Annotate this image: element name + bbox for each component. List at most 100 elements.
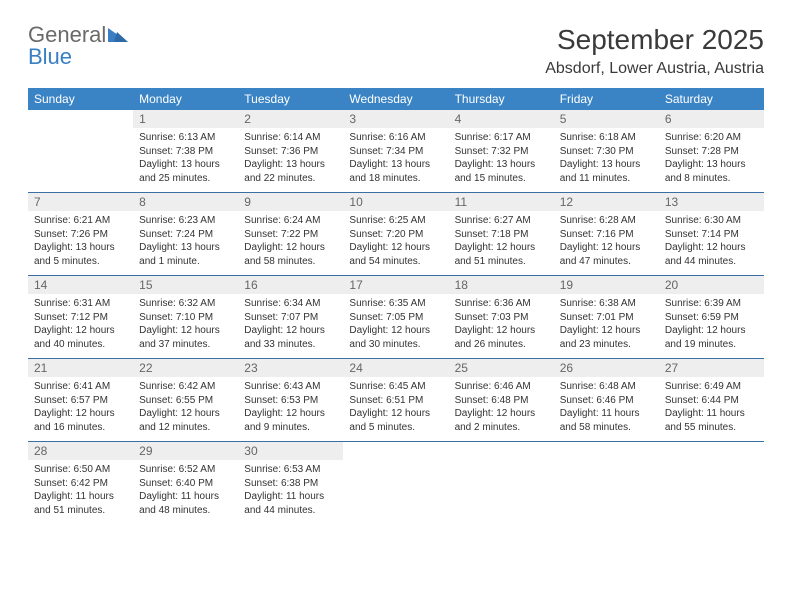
calendar-cell: .. <box>554 442 659 525</box>
day-number: 14 <box>28 276 133 294</box>
calendar-cell: 7Sunrise: 6:21 AMSunset: 7:26 PMDaylight… <box>28 193 133 276</box>
day-number: 12 <box>554 193 659 211</box>
day-details: Sunrise: 6:30 AMSunset: 7:14 PMDaylight:… <box>659 211 764 272</box>
calendar-row: 14Sunrise: 6:31 AMSunset: 7:12 PMDayligh… <box>28 276 764 359</box>
calendar-row: 28Sunrise: 6:50 AMSunset: 6:42 PMDayligh… <box>28 442 764 525</box>
day-details: Sunrise: 6:43 AMSunset: 6:53 PMDaylight:… <box>238 377 343 438</box>
weekday-header: Monday <box>133 88 238 110</box>
calendar-cell: 6Sunrise: 6:20 AMSunset: 7:28 PMDaylight… <box>659 110 764 193</box>
brand-word-2: Blue <box>28 44 72 69</box>
day-number: 13 <box>659 193 764 211</box>
day-number: 24 <box>343 359 448 377</box>
calendar-cell: 3Sunrise: 6:16 AMSunset: 7:34 PMDaylight… <box>343 110 448 193</box>
calendar-cell: .. <box>28 110 133 193</box>
day-number: 22 <box>133 359 238 377</box>
weekday-header: Saturday <box>659 88 764 110</box>
day-details: Sunrise: 6:49 AMSunset: 6:44 PMDaylight:… <box>659 377 764 438</box>
day-details: Sunrise: 6:45 AMSunset: 6:51 PMDaylight:… <box>343 377 448 438</box>
calendar-cell: 24Sunrise: 6:45 AMSunset: 6:51 PMDayligh… <box>343 359 448 442</box>
calendar-cell: 2Sunrise: 6:14 AMSunset: 7:36 PMDaylight… <box>238 110 343 193</box>
day-number: 29 <box>133 442 238 460</box>
calendar-cell: 22Sunrise: 6:42 AMSunset: 6:55 PMDayligh… <box>133 359 238 442</box>
calendar-cell: 4Sunrise: 6:17 AMSunset: 7:32 PMDaylight… <box>449 110 554 193</box>
day-number: 21 <box>28 359 133 377</box>
day-number: 11 <box>449 193 554 211</box>
day-number: 19 <box>554 276 659 294</box>
day-number: 20 <box>659 276 764 294</box>
weekday-header: Friday <box>554 88 659 110</box>
calendar-cell: .. <box>343 442 448 525</box>
day-number: 27 <box>659 359 764 377</box>
weekday-header: Wednesday <box>343 88 448 110</box>
day-details: Sunrise: 6:14 AMSunset: 7:36 PMDaylight:… <box>238 128 343 189</box>
day-number: 7 <box>28 193 133 211</box>
calendar-cell: 16Sunrise: 6:34 AMSunset: 7:07 PMDayligh… <box>238 276 343 359</box>
calendar-cell: .. <box>449 442 554 525</box>
day-number: 6 <box>659 110 764 128</box>
day-details: Sunrise: 6:46 AMSunset: 6:48 PMDaylight:… <box>449 377 554 438</box>
triangle-icon <box>108 24 128 46</box>
day-details: Sunrise: 6:52 AMSunset: 6:40 PMDaylight:… <box>133 460 238 521</box>
day-number: 8 <box>133 193 238 211</box>
calendar-cell: 19Sunrise: 6:38 AMSunset: 7:01 PMDayligh… <box>554 276 659 359</box>
calendar-cell: 21Sunrise: 6:41 AMSunset: 6:57 PMDayligh… <box>28 359 133 442</box>
day-number: 15 <box>133 276 238 294</box>
day-number: 23 <box>238 359 343 377</box>
day-details: Sunrise: 6:32 AMSunset: 7:10 PMDaylight:… <box>133 294 238 355</box>
calendar-cell: 29Sunrise: 6:52 AMSunset: 6:40 PMDayligh… <box>133 442 238 525</box>
day-number: 17 <box>343 276 448 294</box>
calendar-cell: 23Sunrise: 6:43 AMSunset: 6:53 PMDayligh… <box>238 359 343 442</box>
day-details: Sunrise: 6:17 AMSunset: 7:32 PMDaylight:… <box>449 128 554 189</box>
day-details: Sunrise: 6:31 AMSunset: 7:12 PMDaylight:… <box>28 294 133 355</box>
day-number: 1 <box>133 110 238 128</box>
calendar-cell: 14Sunrise: 6:31 AMSunset: 7:12 PMDayligh… <box>28 276 133 359</box>
calendar-cell: 12Sunrise: 6:28 AMSunset: 7:16 PMDayligh… <box>554 193 659 276</box>
weekday-header-row: Sunday Monday Tuesday Wednesday Thursday… <box>28 88 764 110</box>
calendar-cell: 11Sunrise: 6:27 AMSunset: 7:18 PMDayligh… <box>449 193 554 276</box>
calendar-cell: 25Sunrise: 6:46 AMSunset: 6:48 PMDayligh… <box>449 359 554 442</box>
day-number: 16 <box>238 276 343 294</box>
calendar-cell: 13Sunrise: 6:30 AMSunset: 7:14 PMDayligh… <box>659 193 764 276</box>
day-number: 4 <box>449 110 554 128</box>
day-details: Sunrise: 6:38 AMSunset: 7:01 PMDaylight:… <box>554 294 659 355</box>
calendar-cell: 20Sunrise: 6:39 AMSunset: 6:59 PMDayligh… <box>659 276 764 359</box>
day-number: 9 <box>238 193 343 211</box>
day-details: Sunrise: 6:28 AMSunset: 7:16 PMDaylight:… <box>554 211 659 272</box>
day-details: Sunrise: 6:50 AMSunset: 6:42 PMDaylight:… <box>28 460 133 521</box>
weekday-header: Tuesday <box>238 88 343 110</box>
calendar-cell: 17Sunrise: 6:35 AMSunset: 7:05 PMDayligh… <box>343 276 448 359</box>
day-details: Sunrise: 6:20 AMSunset: 7:28 PMDaylight:… <box>659 128 764 189</box>
day-number: 5 <box>554 110 659 128</box>
calendar-cell: 30Sunrise: 6:53 AMSunset: 6:38 PMDayligh… <box>238 442 343 525</box>
day-number: 28 <box>28 442 133 460</box>
calendar-cell: 28Sunrise: 6:50 AMSunset: 6:42 PMDayligh… <box>28 442 133 525</box>
day-details: Sunrise: 6:21 AMSunset: 7:26 PMDaylight:… <box>28 211 133 272</box>
day-details: Sunrise: 6:39 AMSunset: 6:59 PMDaylight:… <box>659 294 764 355</box>
location-text: Absdorf, Lower Austria, Austria <box>545 60 764 78</box>
day-number: 3 <box>343 110 448 128</box>
day-number: 10 <box>343 193 448 211</box>
calendar-cell: 10Sunrise: 6:25 AMSunset: 7:20 PMDayligh… <box>343 193 448 276</box>
day-details: Sunrise: 6:16 AMSunset: 7:34 PMDaylight:… <box>343 128 448 189</box>
calendar-row: 7Sunrise: 6:21 AMSunset: 7:26 PMDaylight… <box>28 193 764 276</box>
day-details: Sunrise: 6:41 AMSunset: 6:57 PMDaylight:… <box>28 377 133 438</box>
calendar-cell: 9Sunrise: 6:24 AMSunset: 7:22 PMDaylight… <box>238 193 343 276</box>
day-details: Sunrise: 6:13 AMSunset: 7:38 PMDaylight:… <box>133 128 238 189</box>
calendar-cell: 27Sunrise: 6:49 AMSunset: 6:44 PMDayligh… <box>659 359 764 442</box>
day-details: Sunrise: 6:24 AMSunset: 7:22 PMDaylight:… <box>238 211 343 272</box>
day-number: 30 <box>238 442 343 460</box>
day-details: Sunrise: 6:23 AMSunset: 7:24 PMDaylight:… <box>133 211 238 272</box>
day-number: 26 <box>554 359 659 377</box>
day-number: 18 <box>449 276 554 294</box>
day-details: Sunrise: 6:53 AMSunset: 6:38 PMDaylight:… <box>238 460 343 521</box>
day-details: Sunrise: 6:42 AMSunset: 6:55 PMDaylight:… <box>133 377 238 438</box>
calendar-cell: 8Sunrise: 6:23 AMSunset: 7:24 PMDaylight… <box>133 193 238 276</box>
calendar-cell: 15Sunrise: 6:32 AMSunset: 7:10 PMDayligh… <box>133 276 238 359</box>
day-details: Sunrise: 6:18 AMSunset: 7:30 PMDaylight:… <box>554 128 659 189</box>
brand-logo: General Blue <box>28 24 128 68</box>
day-details: Sunrise: 6:25 AMSunset: 7:20 PMDaylight:… <box>343 211 448 272</box>
weekday-header: Thursday <box>449 88 554 110</box>
month-title: September 2025 <box>545 24 764 56</box>
calendar-cell: 18Sunrise: 6:36 AMSunset: 7:03 PMDayligh… <box>449 276 554 359</box>
calendar-cell: 1Sunrise: 6:13 AMSunset: 7:38 PMDaylight… <box>133 110 238 193</box>
